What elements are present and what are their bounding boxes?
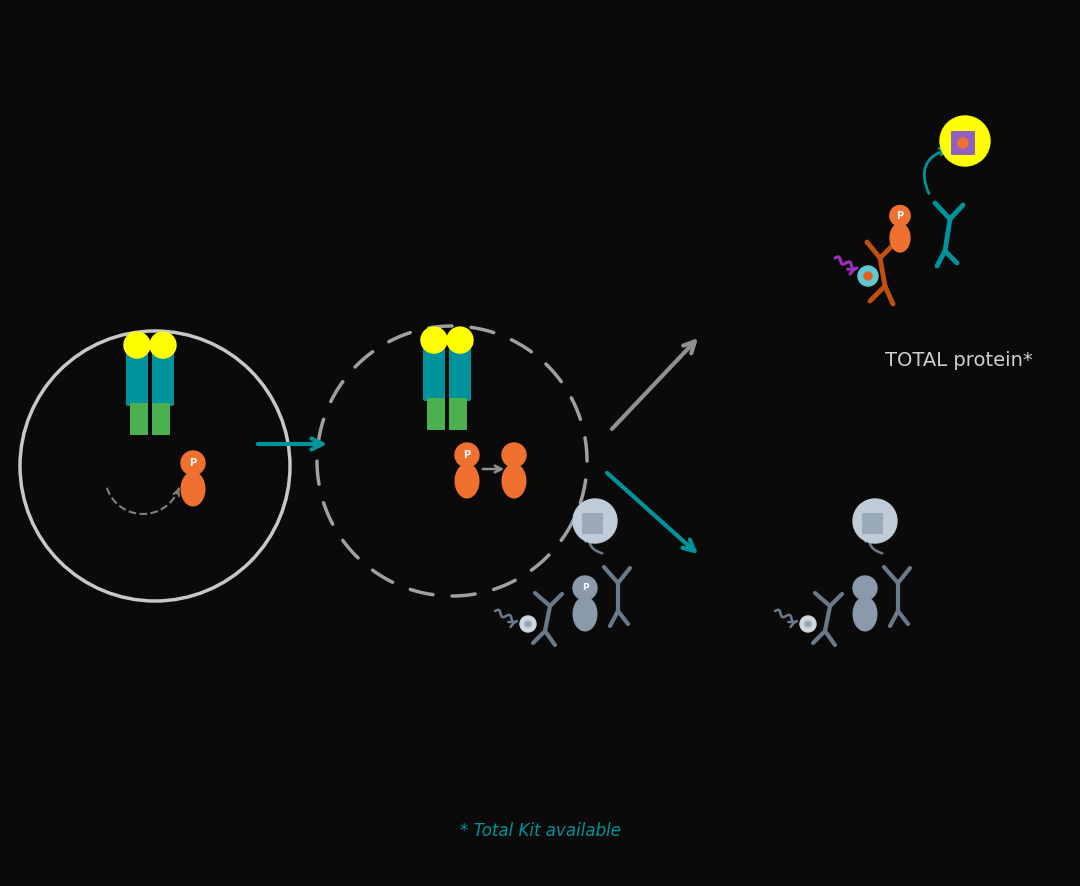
Circle shape — [455, 443, 480, 467]
Text: P: P — [896, 211, 904, 221]
FancyBboxPatch shape — [423, 342, 445, 401]
Circle shape — [519, 616, 536, 632]
Circle shape — [181, 451, 205, 475]
Circle shape — [864, 272, 872, 280]
Ellipse shape — [852, 596, 877, 632]
FancyBboxPatch shape — [951, 131, 975, 155]
FancyBboxPatch shape — [449, 342, 471, 401]
Circle shape — [853, 499, 897, 543]
Ellipse shape — [180, 471, 205, 507]
Text: P: P — [463, 450, 471, 460]
Circle shape — [124, 332, 150, 358]
FancyBboxPatch shape — [862, 513, 883, 534]
FancyBboxPatch shape — [449, 398, 467, 430]
Circle shape — [421, 327, 447, 354]
FancyBboxPatch shape — [427, 398, 445, 430]
FancyArrowPatch shape — [585, 537, 603, 554]
Circle shape — [502, 443, 526, 467]
Circle shape — [958, 138, 968, 148]
Ellipse shape — [572, 596, 597, 632]
Circle shape — [858, 266, 878, 286]
Text: * Total Kit available: * Total Kit available — [459, 822, 621, 840]
FancyBboxPatch shape — [126, 347, 148, 406]
Ellipse shape — [501, 463, 527, 499]
Circle shape — [800, 616, 816, 632]
Circle shape — [853, 576, 877, 600]
FancyBboxPatch shape — [582, 513, 603, 534]
Text: P: P — [582, 584, 589, 593]
Circle shape — [447, 327, 473, 354]
FancyArrowPatch shape — [866, 537, 882, 554]
Circle shape — [150, 332, 176, 358]
Ellipse shape — [455, 463, 480, 499]
Circle shape — [573, 499, 617, 543]
Ellipse shape — [889, 223, 910, 253]
FancyBboxPatch shape — [130, 403, 148, 435]
Circle shape — [525, 621, 531, 627]
FancyBboxPatch shape — [152, 403, 170, 435]
Circle shape — [940, 116, 990, 166]
Text: TOTAL protein*: TOTAL protein* — [885, 352, 1032, 370]
Circle shape — [805, 621, 811, 627]
Circle shape — [890, 206, 910, 226]
Circle shape — [573, 576, 597, 600]
FancyBboxPatch shape — [152, 347, 174, 406]
FancyArrowPatch shape — [924, 149, 946, 193]
Text: P: P — [189, 458, 197, 468]
